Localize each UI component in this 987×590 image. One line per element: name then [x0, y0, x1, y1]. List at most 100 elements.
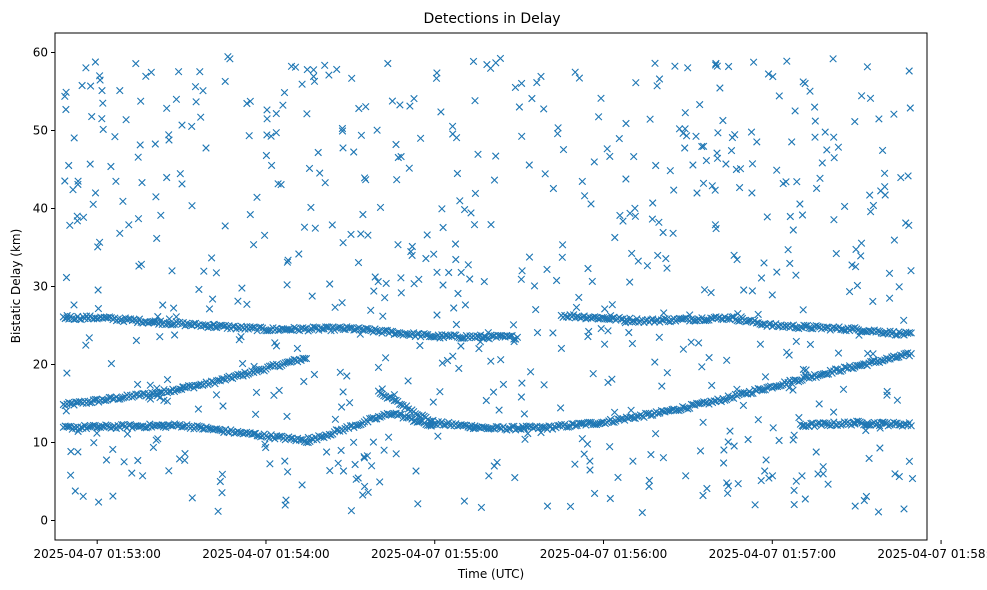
data-point: [651, 59, 659, 67]
data-point: [71, 487, 79, 495]
data-point: [219, 402, 227, 410]
data-point: [85, 334, 93, 342]
data-point: [721, 396, 729, 404]
data-point: [123, 430, 132, 438]
data-point: [865, 454, 873, 463]
data-point: [724, 314, 732, 323]
data-point: [541, 170, 549, 178]
data-point: [799, 422, 807, 431]
data-point: [735, 183, 744, 192]
data-point: [610, 408, 619, 416]
data-point: [303, 110, 311, 118]
data-point: [866, 191, 874, 199]
data-point: [606, 443, 614, 451]
data-point: [321, 179, 329, 187]
data-point: [433, 311, 441, 319]
data-point: [543, 265, 551, 274]
data-point: [606, 494, 614, 503]
data-point: [145, 393, 153, 401]
data-point: [878, 418, 886, 427]
data-point: [713, 62, 721, 70]
data-point: [684, 405, 692, 413]
data-point: [172, 95, 181, 103]
data-point: [109, 445, 117, 454]
data-point: [886, 421, 894, 429]
data-point: [146, 381, 154, 389]
data-point: [696, 100, 704, 109]
data-point: [86, 82, 95, 90]
data-point: [200, 267, 208, 275]
data-point: [819, 463, 827, 471]
data-point: [471, 189, 480, 198]
data-point: [647, 411, 655, 420]
data-point: [147, 68, 155, 76]
data-point: [786, 212, 794, 221]
data-point: [578, 177, 586, 186]
data-point: [414, 500, 422, 508]
data-point: [757, 476, 765, 485]
data-point: [625, 328, 633, 337]
data-point: [699, 179, 708, 187]
data-point: [906, 104, 914, 112]
data-point: [628, 249, 636, 258]
data-point: [150, 319, 158, 327]
data-point: [122, 116, 130, 124]
data-point: [513, 333, 522, 341]
data-point: [504, 424, 513, 433]
data-point: [476, 338, 485, 346]
data-point: [629, 457, 637, 465]
data-point: [907, 422, 915, 430]
data-point: [339, 388, 347, 396]
data-point: [907, 329, 915, 337]
data-point: [439, 281, 447, 289]
data-point: [798, 472, 806, 480]
data-point: [744, 435, 752, 444]
data-point: [367, 306, 375, 314]
data-point: [94, 498, 103, 506]
data-point: [530, 282, 539, 290]
data-point: [698, 142, 706, 151]
data-point: [149, 390, 157, 398]
data-point: [682, 472, 690, 480]
data-point: [86, 160, 94, 168]
data-point: [480, 277, 488, 286]
data-point: [682, 132, 691, 140]
data-point: [350, 148, 358, 156]
data-point: [528, 94, 536, 103]
data-point: [890, 110, 898, 118]
data-point: [137, 97, 145, 105]
data-point: [303, 65, 311, 74]
data-point: [69, 186, 77, 194]
data-point: [88, 112, 96, 121]
data-point: [733, 385, 741, 393]
x-tick-label: 2025-04-07 01:54:00: [202, 547, 329, 561]
data-point: [262, 151, 271, 160]
data-point: [82, 64, 90, 72]
data-point: [388, 97, 397, 105]
data-point: [785, 351, 793, 359]
data-point: [483, 60, 491, 69]
data-point: [863, 419, 871, 427]
data-point: [74, 448, 82, 456]
data-point: [339, 467, 348, 475]
data-point: [436, 388, 444, 396]
data-point: [510, 335, 518, 343]
data-point: [137, 260, 146, 268]
data-point: [62, 407, 70, 415]
data-point: [571, 68, 579, 76]
data-point: [693, 189, 701, 197]
data-point: [283, 258, 292, 266]
data-point: [540, 381, 548, 389]
data-point: [467, 209, 475, 217]
data-point: [460, 205, 469, 214]
data-point: [208, 295, 217, 303]
data-point: [663, 369, 671, 377]
data-point: [790, 486, 798, 495]
data-point: [724, 482, 733, 490]
data-point: [748, 160, 757, 168]
data-point: [397, 274, 405, 282]
data-point: [490, 176, 499, 184]
data-point: [408, 242, 416, 251]
data-point: [764, 70, 773, 78]
